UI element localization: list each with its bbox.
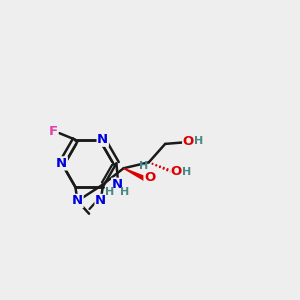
Text: O: O	[171, 165, 182, 178]
Text: O: O	[144, 171, 155, 184]
Text: N: N	[97, 133, 108, 146]
Text: H: H	[105, 187, 114, 197]
Text: N: N	[56, 157, 67, 170]
Text: N: N	[95, 194, 106, 208]
Text: F: F	[49, 125, 58, 138]
Text: H: H	[194, 136, 203, 146]
Text: H: H	[182, 167, 191, 177]
Polygon shape	[124, 168, 146, 180]
Text: H: H	[139, 161, 148, 171]
Text: N: N	[72, 194, 83, 208]
Text: N: N	[112, 178, 123, 191]
Text: H: H	[120, 187, 129, 197]
Text: O: O	[183, 135, 194, 148]
